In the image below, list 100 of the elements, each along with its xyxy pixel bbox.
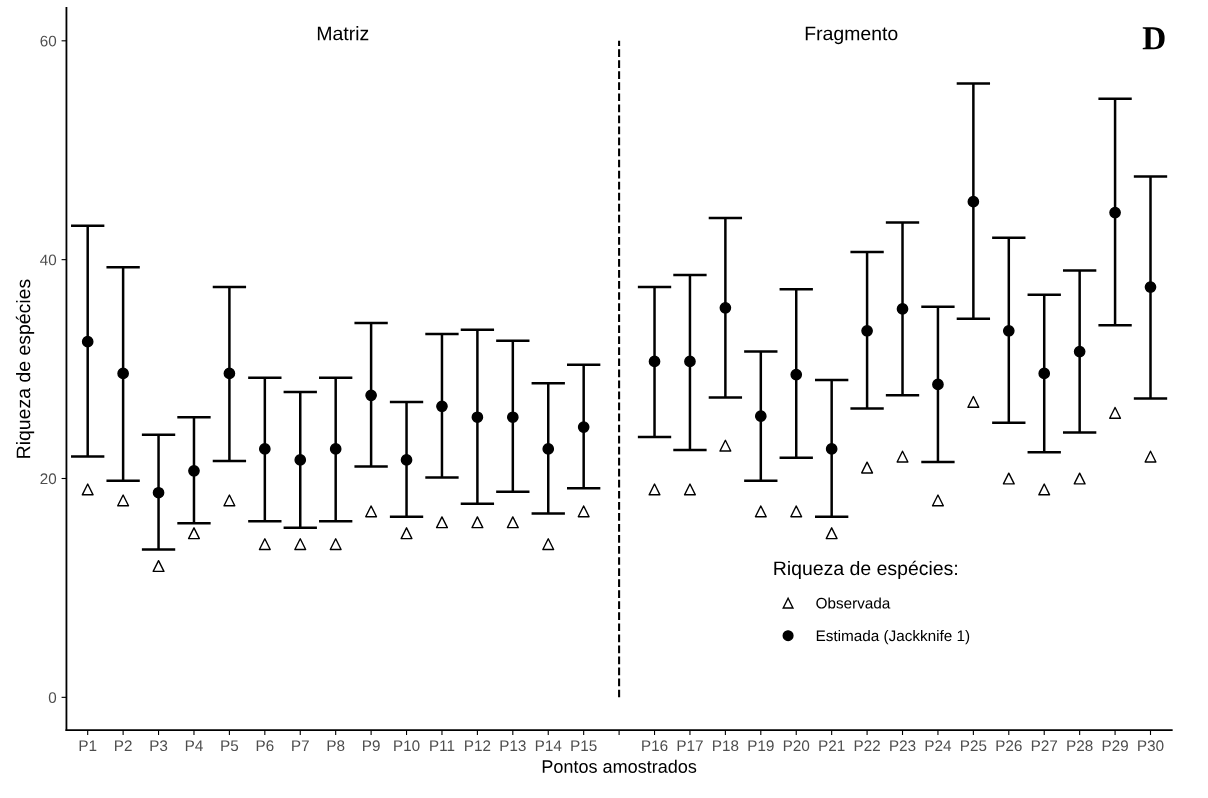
point (117, 494, 130, 507)
y-tick-label: 20 (40, 473, 57, 485)
point (329, 443, 342, 455)
point (1144, 450, 1157, 463)
point (719, 301, 732, 314)
point (435, 516, 449, 529)
x-tick-label: P17 (677, 740, 703, 751)
x-tick-label: P26 (996, 740, 1022, 752)
point (294, 538, 307, 551)
x-tick-label: P4 (185, 740, 203, 751)
point (365, 389, 377, 402)
point (790, 368, 803, 381)
point (471, 516, 484, 529)
x-tick-label: P28 (1067, 740, 1093, 752)
point (294, 454, 307, 466)
point (1109, 206, 1121, 219)
x-tick-label: P2 (115, 740, 132, 751)
x-tick-label: P23 (890, 740, 916, 752)
point (577, 421, 590, 433)
point (117, 367, 129, 380)
x-tick-label: P19 (748, 740, 774, 752)
x-tick-label: P1 (79, 740, 97, 751)
point (506, 516, 519, 529)
x-tick-label: P25 (961, 740, 987, 752)
point (967, 195, 980, 208)
point (719, 439, 732, 452)
point (648, 483, 661, 496)
legend-title: Riqueza de espécies: (774, 560, 957, 580)
legend-label: Observada (816, 597, 891, 609)
point (329, 538, 342, 551)
point (861, 324, 873, 337)
point (967, 395, 980, 408)
x-tick-label: P30 (1138, 740, 1164, 752)
point (187, 527, 201, 540)
x-tick-label: P8 (327, 740, 345, 752)
point (648, 355, 661, 368)
x-tick-label: P29 (1102, 740, 1128, 752)
point (825, 443, 838, 455)
point (258, 443, 271, 455)
annotation: Matriz (317, 26, 369, 41)
point (81, 483, 94, 496)
x-tick-label: P3 (150, 740, 168, 752)
point (896, 303, 909, 315)
point (1109, 406, 1122, 419)
point (365, 505, 378, 518)
point (400, 454, 413, 466)
point (542, 538, 555, 551)
point (542, 443, 555, 455)
point (577, 505, 590, 518)
point (152, 486, 165, 499)
point (790, 505, 803, 518)
point (931, 494, 945, 507)
point (932, 378, 944, 391)
point (400, 527, 413, 540)
x-tick-label: P14 (535, 740, 562, 751)
point (1073, 345, 1086, 358)
point (1002, 472, 1015, 485)
point (684, 355, 696, 368)
point (683, 483, 697, 496)
annotation: D (1142, 27, 1165, 50)
point (223, 494, 236, 507)
point (81, 335, 94, 348)
point (1038, 483, 1051, 496)
point (861, 461, 874, 474)
point (471, 411, 484, 424)
x-tick-label: P11 (430, 740, 455, 751)
point (152, 559, 165, 573)
point (754, 505, 767, 518)
x-tick-label: P6 (256, 740, 274, 752)
annotation: Fragmento (805, 26, 898, 45)
x-tick-label: P10 (394, 740, 420, 752)
y-tick-label: 0 (48, 692, 57, 704)
x-tick-label: P20 (783, 740, 810, 752)
y-tick-label: 40 (40, 254, 57, 266)
y-axis-title: Riqueza de espécies (15, 279, 35, 458)
point (223, 367, 236, 380)
point (1144, 281, 1157, 293)
y-tick-label: 60 (40, 35, 57, 47)
x-tick-label: P13 (500, 740, 526, 752)
x-tick-label: P18 (713, 740, 739, 752)
point (436, 400, 448, 413)
x-tick-label: P27 (1031, 740, 1058, 751)
x-tick-label: P22 (854, 740, 880, 751)
x-tick-label: P15 (571, 740, 597, 752)
point (188, 464, 200, 477)
point (506, 411, 519, 424)
legend-label: Estimada (Jackknife 1) (816, 629, 970, 645)
x-tick-label: P16 (642, 740, 668, 752)
point (1038, 367, 1051, 380)
point (1073, 472, 1086, 485)
x-tick-label: P7 (292, 740, 309, 751)
x-axis-title: Pontos amostrados (542, 759, 697, 773)
x-tick-label: P12 (465, 740, 491, 751)
x-tick-label: P24 (925, 740, 952, 751)
point (1002, 324, 1015, 337)
point (896, 450, 909, 463)
x-tick-label: P9 (363, 740, 380, 752)
x-tick-label: P5 (221, 740, 239, 752)
x-tick-label: P21 (819, 740, 845, 751)
point (825, 527, 838, 540)
